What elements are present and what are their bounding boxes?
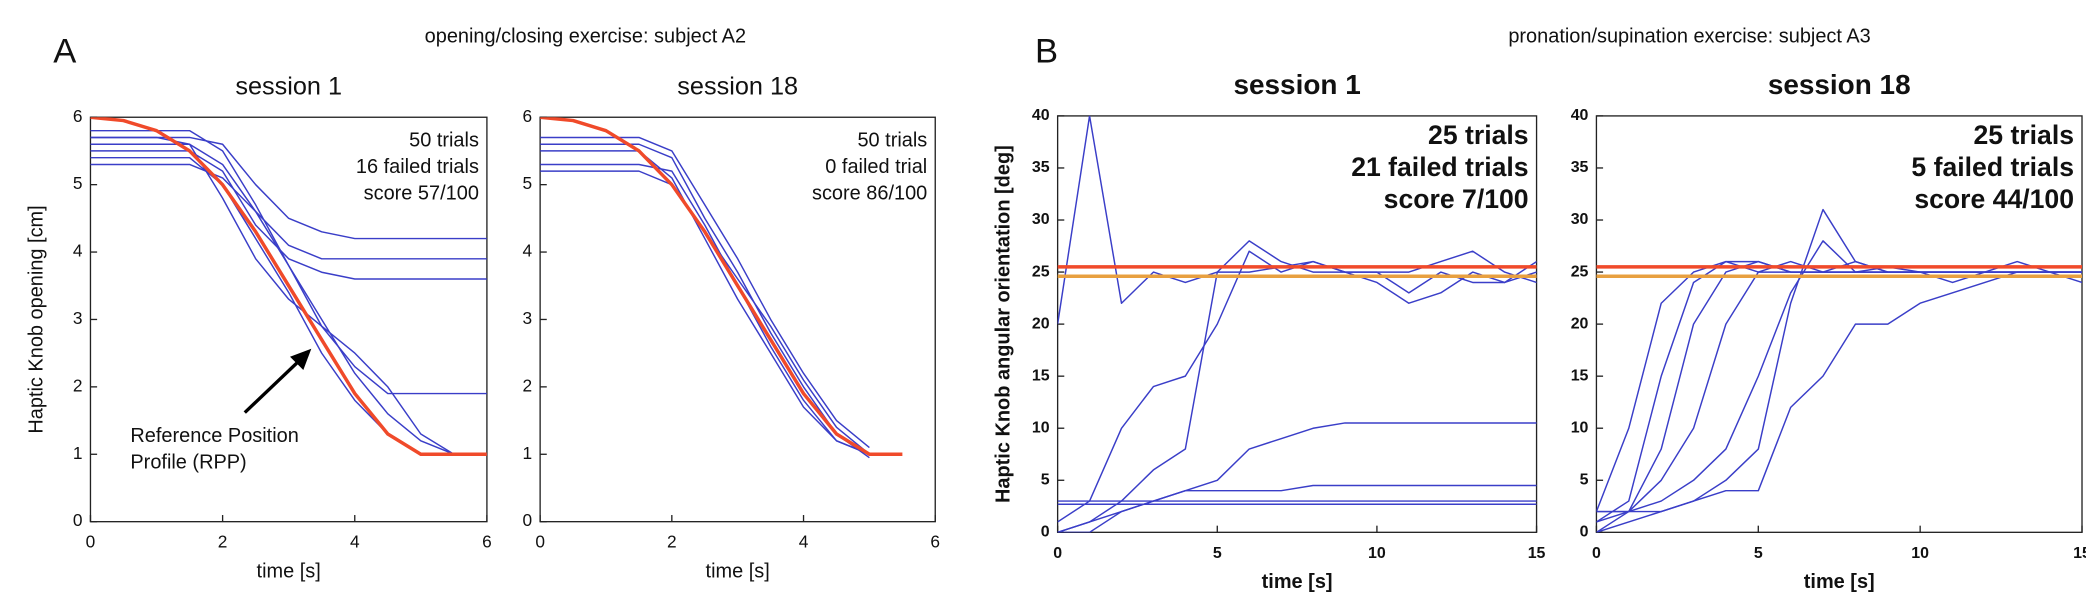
y-tick-label: 2 [73, 375, 83, 395]
x-tick-label: 4 [350, 532, 360, 552]
y-tick-label: 25 [1571, 263, 1589, 280]
x-axis-label: time [s] [1804, 571, 1875, 593]
x-tick-label: 6 [482, 532, 492, 552]
x-tick-label: 2 [218, 532, 228, 552]
panel-label: B [1035, 33, 1058, 71]
y-tick-label: 5 [1580, 471, 1589, 488]
x-axis-label: time [s] [257, 560, 321, 582]
y-tick-label: 0 [1580, 524, 1589, 541]
x-tick-label: 10 [1368, 545, 1386, 562]
annotation: 5 failed trials [1911, 152, 2074, 182]
annotation: 25 trials [1973, 120, 2074, 150]
y-tick-label: 30 [1032, 211, 1050, 228]
y-tick-label: 10 [1032, 419, 1050, 436]
panel-title: pronation/supination exercise: subject A… [1508, 26, 1870, 48]
trajectory [540, 143, 870, 459]
y-tick-label: 2 [523, 375, 533, 395]
y-tick-label: 40 [1032, 107, 1050, 124]
y-tick-label: 6 [73, 106, 83, 126]
x-tick-label: 10 [1911, 545, 1929, 562]
x-tick-label: 15 [2073, 545, 2086, 562]
y-tick-label: 3 [523, 308, 533, 328]
subplot: session 18 time [s] 0 5 10 15 0 5 10 15 20 25 30 35 40… [1571, 69, 2086, 593]
x-tick-label: 5 [1213, 545, 1222, 562]
trajectory [540, 163, 870, 455]
x-tick-label: 0 [1053, 545, 1062, 562]
y-tick-label: 0 [1041, 524, 1050, 541]
trajectory [90, 143, 487, 260]
trajectory [90, 163, 487, 455]
callout-text: Reference Position [130, 425, 298, 447]
x-axis-label: time [s] [1262, 571, 1333, 593]
annotation: 50 trials [857, 129, 927, 151]
y-tick-label: 35 [1571, 159, 1589, 176]
trajectory [90, 136, 487, 455]
annotation: score 7/100 [1384, 184, 1529, 214]
trajectory [540, 117, 903, 456]
x-tick-label: 15 [1528, 545, 1546, 562]
callout-arrow [243, 358, 302, 414]
y-axis-label: Haptic Knob opening [cm] [26, 205, 48, 433]
panel-label: A [53, 33, 76, 71]
subplot: session 1 time [s] Haptic Knob angular ori… [993, 69, 1546, 593]
y-tick-label: 0 [73, 510, 83, 530]
x-axis-label: time [s] [706, 560, 770, 582]
subplot-title: session 1 [1233, 69, 1360, 100]
y-tick-label: 30 [1571, 211, 1589, 228]
trajectory [1057, 484, 1537, 533]
annotation: score 57/100 [364, 183, 479, 205]
y-tick-label: 15 [1571, 367, 1589, 384]
annotation: score 44/100 [1914, 184, 2074, 214]
subplot: session 1 time [s] Haptic Knob opening [cm… [26, 73, 492, 583]
y-tick-label: 35 [1032, 159, 1050, 176]
y-tick-label: 10 [1571, 419, 1589, 436]
annotation: score 86/100 [812, 183, 927, 205]
subplot-title: session 1 [235, 73, 342, 101]
subplot-title: session 18 [1768, 69, 1911, 100]
annotation: 0 failed trial [825, 156, 927, 178]
x-tick-label: 2 [667, 532, 677, 552]
y-tick-label: 1 [523, 443, 533, 463]
y-tick-label: 4 [523, 241, 533, 261]
y-tick-label: 5 [523, 173, 533, 193]
x-tick-label: 0 [86, 532, 96, 552]
x-tick-label: 0 [535, 532, 545, 552]
subplot-title: session 18 [677, 73, 798, 101]
plot-frame [1056, 115, 1538, 533]
y-tick-label: 5 [73, 173, 83, 193]
annotation: 21 failed trials [1351, 152, 1528, 182]
annotation: 50 trials [409, 129, 479, 151]
x-tick-label: 5 [1754, 545, 1763, 562]
panel-title: opening/closing exercise: subject A2 [425, 26, 746, 48]
y-axis-label: Haptic Knob angular orientation [deg] [993, 145, 1015, 503]
y-tick-label: 0 [523, 510, 533, 530]
y-tick-label: 40 [1571, 107, 1589, 124]
subplot: session 18 time [s] 0 2 4 6 0 1 2 3 4 5 6 50 trials 0 … [523, 73, 941, 583]
y-tick-label: 1 [73, 443, 83, 463]
y-tick-label: 6 [523, 106, 533, 126]
trajectory [540, 150, 870, 455]
trajectory [540, 136, 870, 449]
trajectory [1596, 240, 2083, 523]
y-tick-label: 5 [1041, 471, 1050, 488]
y-tick-label: 4 [73, 241, 83, 261]
y-tick-label: 3 [73, 308, 83, 328]
annotation: 16 failed trials [356, 156, 479, 178]
annotation: 25 trials [1428, 120, 1529, 150]
callout-text: Profile (RPP) [130, 451, 246, 473]
x-tick-label: 4 [799, 532, 809, 552]
x-tick-label: 0 [1592, 545, 1601, 562]
x-tick-label: 6 [930, 532, 940, 552]
trajectory [90, 117, 487, 456]
y-tick-label: 25 [1032, 263, 1050, 280]
trajectory [90, 150, 487, 280]
y-tick-label: 15 [1032, 367, 1050, 384]
y-tick-label: 20 [1032, 315, 1050, 332]
callout-arrowhead [290, 348, 312, 371]
y-tick-label: 20 [1571, 315, 1589, 332]
plot-frame [1595, 115, 2083, 533]
